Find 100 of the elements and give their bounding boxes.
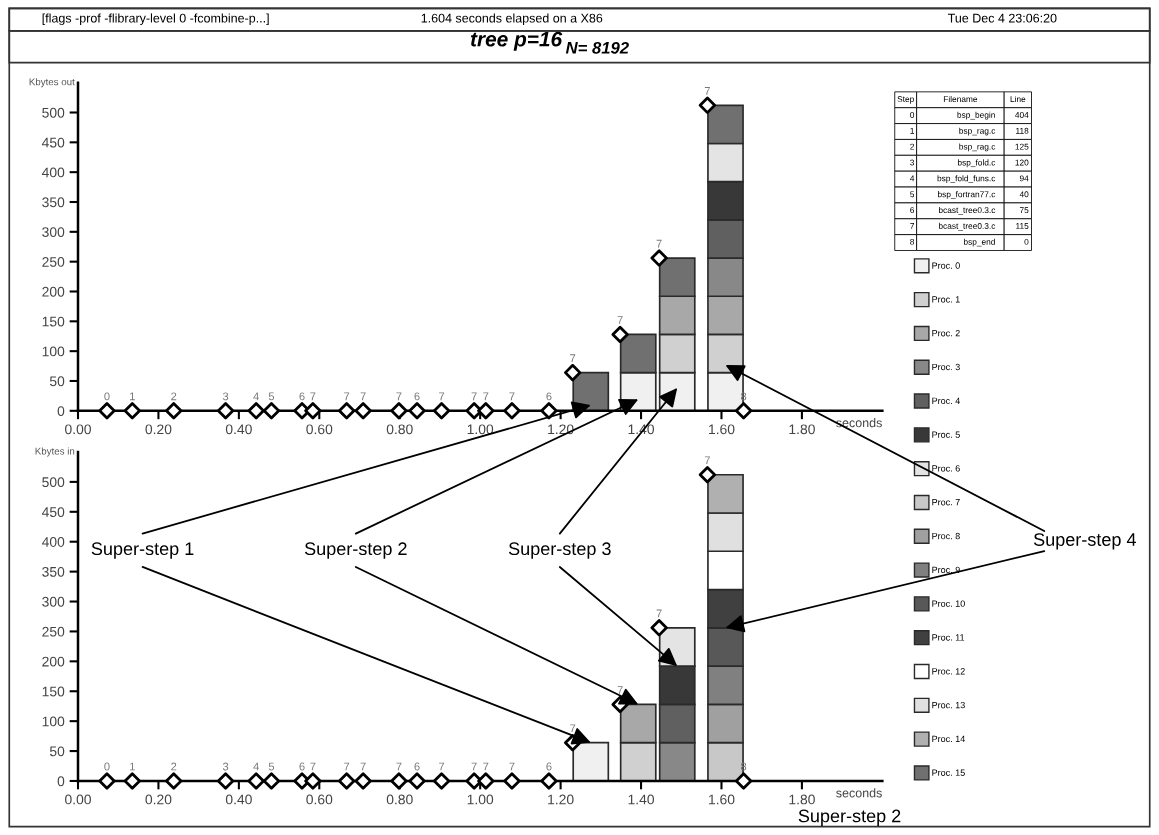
x-tick-label: 0.80 [386,424,413,435]
annotation: 7 [509,762,515,771]
x-tick-label: 0.20 [145,424,172,435]
x-tick-label: 0.80 [386,794,413,805]
text: 7 [910,223,915,229]
point [337,402,356,420]
y-tick-label: 50 [49,376,65,387]
point [98,772,116,790]
x-tick-label: 0.40 [225,794,252,805]
legend-label: Proc. 14 [932,735,965,743]
point [650,619,668,637]
annotation: 3 [222,392,229,401]
text: 2 [910,143,915,150]
point [477,402,495,420]
y-tick-label: 400 [41,167,65,178]
x-tick-label: 1.80 [789,794,815,805]
y-tick-label: 400 [41,537,65,547]
text: 0 [1024,238,1029,245]
x-tick-label: 1.60 [709,794,735,805]
point [477,772,495,790]
text: Line [1010,95,1026,103]
text: [flags -prof -flibrary-level 0 -fcombine-p...] [42,13,269,26]
annotation: Super-step 4 [1033,533,1136,550]
legend-label: Proc. 4 [932,397,960,404]
text: 75 [1019,207,1029,214]
text: 4 [910,175,915,182]
text: 40 [1019,191,1029,198]
point [262,772,281,790]
legend-label: Proc. 10 [932,600,965,607]
y-tick-label: 100 [42,716,65,727]
point [540,772,558,790]
annotation: 7 [471,762,477,771]
annotation: 7 [656,239,662,248]
annotation: 4 [253,762,259,771]
x-tick-label: 0.20 [145,794,172,805]
x-tick-label: 1.00 [467,794,494,805]
legend-label: Proc. 11 [932,634,965,641]
y-tick-label: 250 [42,626,65,637]
point [390,402,408,420]
point [247,402,265,420]
text: 94 [1019,175,1029,182]
point [408,772,426,790]
annotation: 6 [414,392,420,401]
point [698,96,717,115]
annotation: 8 [740,392,747,401]
annotation: 7 [704,87,710,95]
annotation: 7 [396,762,402,771]
annotation: 7 [471,392,477,401]
text: Filename [943,95,978,103]
annotation: 6 [546,762,552,771]
annotation: 7 [617,316,623,324]
text: 5 [910,191,915,198]
annotation: 3 [222,762,229,771]
chart-subtitle: N= 8192 [565,41,629,54]
x-tick-label: 1.60 [709,424,735,435]
text: bcast_tree0.3.c [938,206,996,215]
point [304,772,322,790]
annotation: 7 [656,609,662,618]
text: 8 [910,238,915,245]
point [503,772,521,790]
annotation: 7 [570,354,576,362]
x-tick-label: 0.60 [306,424,333,435]
point [216,772,235,790]
text: bcast_tree0.3.c [938,222,996,231]
text: 1 [910,127,915,134]
annotation: 7 [483,392,489,401]
text: bsp_rag.c [959,143,996,152]
annotation: 4 [253,392,259,401]
legend-label: Proc. 15 [932,769,965,776]
annotation: 7 [439,392,445,401]
annotation: 7 [310,762,316,771]
annotation: 7 [344,392,350,401]
text: 0 [910,111,915,118]
y-tick-label: 0 [57,406,65,416]
legend-label: Proc. 13 [932,701,965,709]
annotation: 8 [740,762,747,771]
annotation: 0 [104,392,110,401]
text: bsp_end [963,238,995,247]
text: bsp_begin [957,111,995,120]
legend-label: Proc. 0 [932,262,960,269]
point [390,772,408,790]
legend-label: Proc. 7 [932,499,960,506]
annotation: 5 [268,392,275,401]
text: 118 [1016,127,1029,134]
annotation: Super-step 3 [508,542,611,559]
y-tick-label: 500 [42,107,65,118]
y-tick-label: 0 [57,776,65,787]
point [734,402,753,420]
y-tick-label: 200 [42,656,65,667]
annotation: Super-step 1 [91,542,194,559]
y-tick-label: 350 [42,566,65,577]
y-axis-title: Kbytes in [35,447,75,457]
text: 6 [910,207,915,214]
text: Step [897,96,914,104]
annotation: 7 [704,456,710,465]
point [432,402,451,420]
text: Tue Dec 4 23:06:20 [947,13,1057,23]
point [262,402,281,420]
y-tick-label: 150 [42,686,65,697]
text: bsp_rag.c [959,127,996,136]
